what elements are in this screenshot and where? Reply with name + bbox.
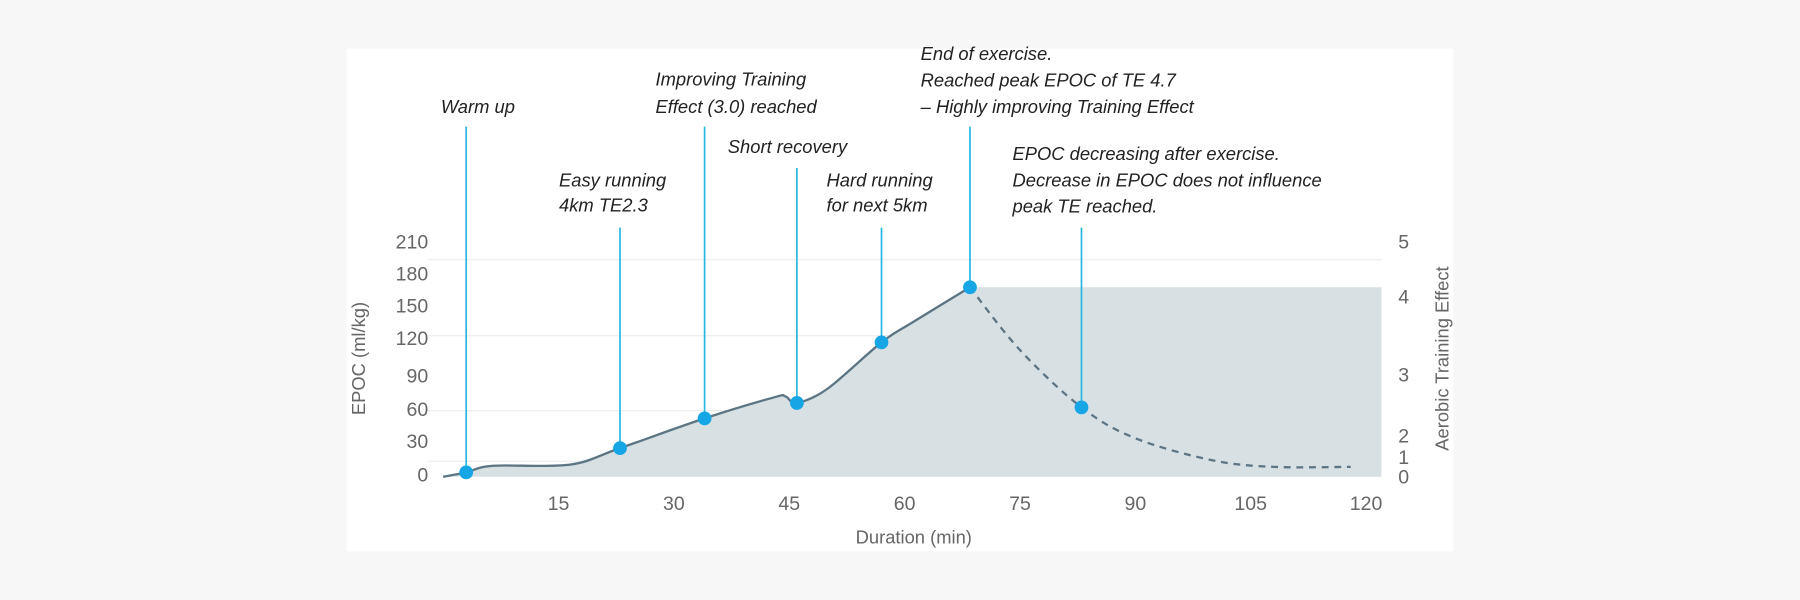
y-tick-label: 60	[406, 399, 428, 421]
annotation-text: Warm up	[441, 96, 515, 117]
y-tick-label: 30	[406, 431, 428, 453]
annotation-marker	[963, 280, 977, 295]
y-tick-label: 0	[417, 464, 428, 486]
annotation-text: Short recovery	[728, 136, 849, 157]
y2-tick-label: 4	[1398, 286, 1409, 308]
annotation-text: for next 5km	[827, 195, 928, 216]
annotation-text: Easy running	[559, 169, 667, 190]
x-tick-label: 120	[1350, 493, 1383, 515]
annotation-marker	[1074, 400, 1089, 415]
annotation-text: End of exercise.	[921, 43, 1053, 64]
axis-ticks: 15 30 45 60 75 90 105 1200306090120150180210012…	[396, 231, 1410, 515]
area-fill	[443, 287, 1382, 477]
annotation-marker	[697, 411, 712, 426]
y2-tick-label: 1	[1398, 447, 1409, 469]
annotation-text: Decrease in EPOC does not influence	[1013, 169, 1322, 190]
x-tick-label: 75	[1009, 493, 1031, 515]
y-tick-label: 150	[396, 296, 429, 318]
annotation-leaders: Warm up Easy running 4km TE2.3 Improving Tr…	[441, 43, 1322, 480]
x-axis-label: Duration (min)	[856, 526, 972, 547]
y-tick-label: 210	[396, 231, 429, 253]
y-tick-label: 90	[406, 366, 428, 388]
annotation-marker	[874, 335, 889, 350]
y-tick-label: 120	[396, 328, 429, 350]
annotation-marker	[459, 465, 474, 480]
annotation-marker	[790, 396, 804, 410]
epoc-decay-line	[969, 286, 1351, 469]
y2-tick-label: 3	[1398, 365, 1409, 387]
annotation-text: – Highly improving Training Effect	[920, 96, 1195, 117]
x-tick-label: 105	[1234, 493, 1267, 515]
annotation-text: 4km TE2.3	[559, 195, 649, 216]
annotation-marker	[613, 441, 627, 456]
y-tick-label: 180	[396, 263, 429, 285]
y2-tick-label: 0	[1398, 467, 1409, 489]
annotation-text: Reached peak EPOC of TE 4.7	[921, 69, 1177, 90]
y-axis-label: EPOC (ml/kg)	[348, 302, 369, 415]
y2-tick-label: 5	[1398, 231, 1409, 253]
y2-tick-label: 2	[1398, 425, 1409, 447]
x-tick-label: 45	[778, 493, 800, 515]
area-under-curve	[443, 287, 1382, 477]
x-tick-label: 30	[663, 493, 685, 515]
annotation-text: Hard running	[827, 169, 934, 190]
annotation-text: peak TE reached.	[1012, 196, 1158, 217]
annotation-text: Improving Training	[655, 68, 806, 89]
x-tick-label: 15	[548, 493, 570, 515]
x-tick-label: 60	[894, 493, 916, 515]
annotation-text: Effect (3.0) reached	[655, 96, 817, 117]
annotation-text: EPOC decreasing after exercise.	[1013, 143, 1280, 164]
y2-axis-label: Aerobic Training Effect	[1432, 266, 1453, 450]
x-tick-label: 90	[1124, 493, 1146, 515]
